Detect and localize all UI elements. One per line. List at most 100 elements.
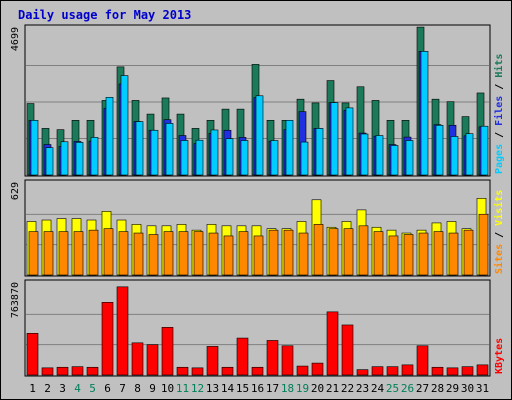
bar-pages: [255, 95, 264, 176]
bar-pages: [120, 75, 129, 176]
bar-kbytes: [476, 364, 489, 376]
x-tick-label: 8: [134, 382, 141, 395]
bar-sites: [148, 234, 159, 276]
bar-sites: [253, 235, 264, 276]
bar-sites: [58, 231, 69, 276]
x-tick-label: 2: [44, 382, 51, 395]
bar-sites: [433, 231, 444, 276]
x-tick-label: 12: [191, 382, 204, 395]
legend-entry: Hits: [493, 54, 505, 78]
bar-sites: [268, 229, 279, 276]
y-max-label: 629: [10, 182, 21, 200]
bar-kbytes: [131, 342, 144, 376]
bar-pages: [270, 140, 279, 176]
bar-sites: [208, 232, 219, 276]
bar-sites: [373, 231, 384, 276]
bar-kbytes: [221, 366, 234, 376]
bar-kbytes: [326, 311, 339, 376]
bar-pages: [45, 147, 54, 176]
x-tick-label: 29: [446, 382, 459, 395]
bar-sites: [448, 232, 459, 276]
bar-pages: [375, 135, 384, 176]
bar-pages: [405, 140, 414, 176]
bar-pages: [195, 139, 204, 176]
x-axis-labels: 1 2 3 4 5 6 7 8 9 10 11 12 13 14 15 16 17 18 19 20 21 22 23 24 2…: [29, 382, 489, 395]
bar-pages: [180, 140, 189, 176]
bar-sites: [283, 229, 294, 276]
bar-pages: [360, 133, 369, 176]
bar-pages: [450, 136, 459, 176]
x-tick-label: 22: [341, 382, 354, 395]
bar-kbytes: [401, 364, 414, 376]
bar-kbytes: [251, 366, 264, 376]
bar-pages: [300, 141, 309, 176]
bar-pages: [135, 121, 144, 176]
bar-kbytes: [386, 366, 399, 376]
bar-sites: [418, 232, 429, 276]
bar-sites: [388, 235, 399, 276]
bar-sites: [103, 228, 114, 276]
bar-kbytes: [416, 345, 429, 376]
x-tick-label: 24: [371, 382, 385, 395]
x-tick-label: 4: [74, 382, 81, 395]
bar-sites: [178, 231, 189, 276]
bar-pages: [75, 142, 84, 176]
bar-kbytes: [461, 366, 474, 376]
bar-sites: [28, 231, 39, 276]
legend-entry: Files: [493, 96, 505, 126]
bar-pages: [105, 97, 114, 176]
bar-kbytes: [356, 369, 369, 376]
panel-kbytes: 763870 KBytes: [10, 279, 505, 377]
x-tick-label: 9: [149, 382, 156, 395]
bar-sites: [193, 231, 204, 276]
bar-pages: [330, 102, 339, 176]
y-max-label: 763870: [10, 282, 21, 318]
bar-kbytes: [56, 366, 69, 376]
x-tick-label: 6: [104, 382, 111, 395]
x-tick-label: 30: [461, 382, 474, 395]
bar-kbytes: [176, 366, 189, 376]
bar-sites: [223, 235, 234, 276]
bar-sites: [118, 231, 129, 276]
bar-pages: [240, 140, 249, 176]
bar-pages: [165, 123, 174, 176]
bar-pages: [420, 51, 429, 176]
legend-separator: /: [494, 226, 505, 244]
x-tick-label: 26: [401, 382, 414, 395]
x-tick-label: 1: [29, 382, 36, 395]
bar-sites: [238, 231, 249, 276]
bar-sites: [343, 228, 354, 276]
bar-pages: [465, 133, 474, 176]
bar-kbytes: [431, 366, 444, 376]
bar-sites: [358, 225, 369, 276]
x-tick-label: 17: [266, 382, 279, 395]
legend-separator: /: [494, 126, 505, 144]
bar-sites: [133, 232, 144, 276]
legend-hits-files-pages: Pages / Files / Hits: [493, 54, 505, 174]
bar-pages: [315, 128, 324, 176]
bar-pages: [210, 129, 219, 176]
x-tick-label: 15: [236, 382, 249, 395]
bar-pages: [285, 120, 294, 176]
bar-kbytes: [191, 367, 204, 376]
bar-kbytes: [311, 362, 324, 376]
bar-pages: [345, 107, 354, 176]
bar-kbytes: [86, 366, 99, 376]
x-tick-label: 25: [386, 382, 399, 395]
bar-kbytes: [281, 345, 294, 376]
bar-kbytes: [236, 337, 249, 376]
bar-kbytes: [296, 365, 309, 376]
bar-sites: [313, 224, 324, 276]
bar-kbytes: [266, 340, 279, 376]
x-tick-label: 10: [161, 382, 174, 395]
x-tick-label: 16: [251, 382, 264, 395]
x-tick-label: 3: [59, 382, 66, 395]
legend-entry: Pages: [494, 144, 505, 174]
legend-entry: KBytes: [494, 338, 505, 374]
bar-kbytes: [41, 367, 54, 376]
chart-title: Daily usage for May 2013: [18, 8, 191, 22]
legend-separator: /: [494, 78, 505, 96]
y-max-label: 4699: [10, 27, 21, 51]
x-tick-label: 5: [89, 382, 96, 395]
bar-sites: [478, 213, 489, 276]
